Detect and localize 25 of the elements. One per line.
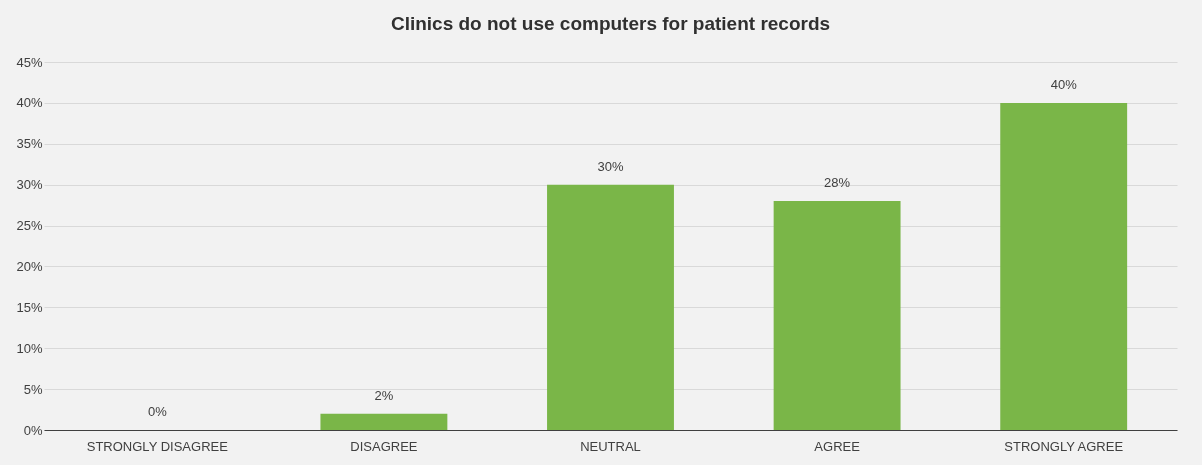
bar xyxy=(773,201,901,430)
y-tick-label: 20% xyxy=(16,258,43,274)
x-tick-label: NEUTRAL xyxy=(580,438,641,454)
y-tick-label: 35% xyxy=(16,136,43,152)
data-label: 0% xyxy=(147,404,168,419)
bar xyxy=(320,413,448,430)
y-tick-label: 0% xyxy=(23,422,43,438)
y-tick-label: 30% xyxy=(16,177,43,193)
y-tick-label: 40% xyxy=(16,95,43,111)
y-tick-label: 10% xyxy=(16,340,43,356)
y-tick-label: 5% xyxy=(23,381,43,397)
x-tick-label: AGREE xyxy=(814,438,861,454)
y-tick-label: 15% xyxy=(16,299,43,315)
data-label: 2% xyxy=(374,387,394,403)
bar xyxy=(547,184,674,430)
y-tick-label: 25% xyxy=(16,218,43,234)
chart-title: Clinics do not use computers for patient records xyxy=(390,13,831,34)
bar xyxy=(1000,102,1128,430)
x-tick-label: STRONGLY DISAGREE xyxy=(86,438,229,454)
y-tick-label: 45% xyxy=(16,54,43,70)
data-label: 30% xyxy=(597,158,624,174)
data-label: 40% xyxy=(1050,76,1078,92)
x-tick-label: DISAGREE xyxy=(350,438,418,454)
data-label: 28% xyxy=(824,175,851,191)
x-tick-label: STRONGLY AGREE xyxy=(1004,438,1124,454)
